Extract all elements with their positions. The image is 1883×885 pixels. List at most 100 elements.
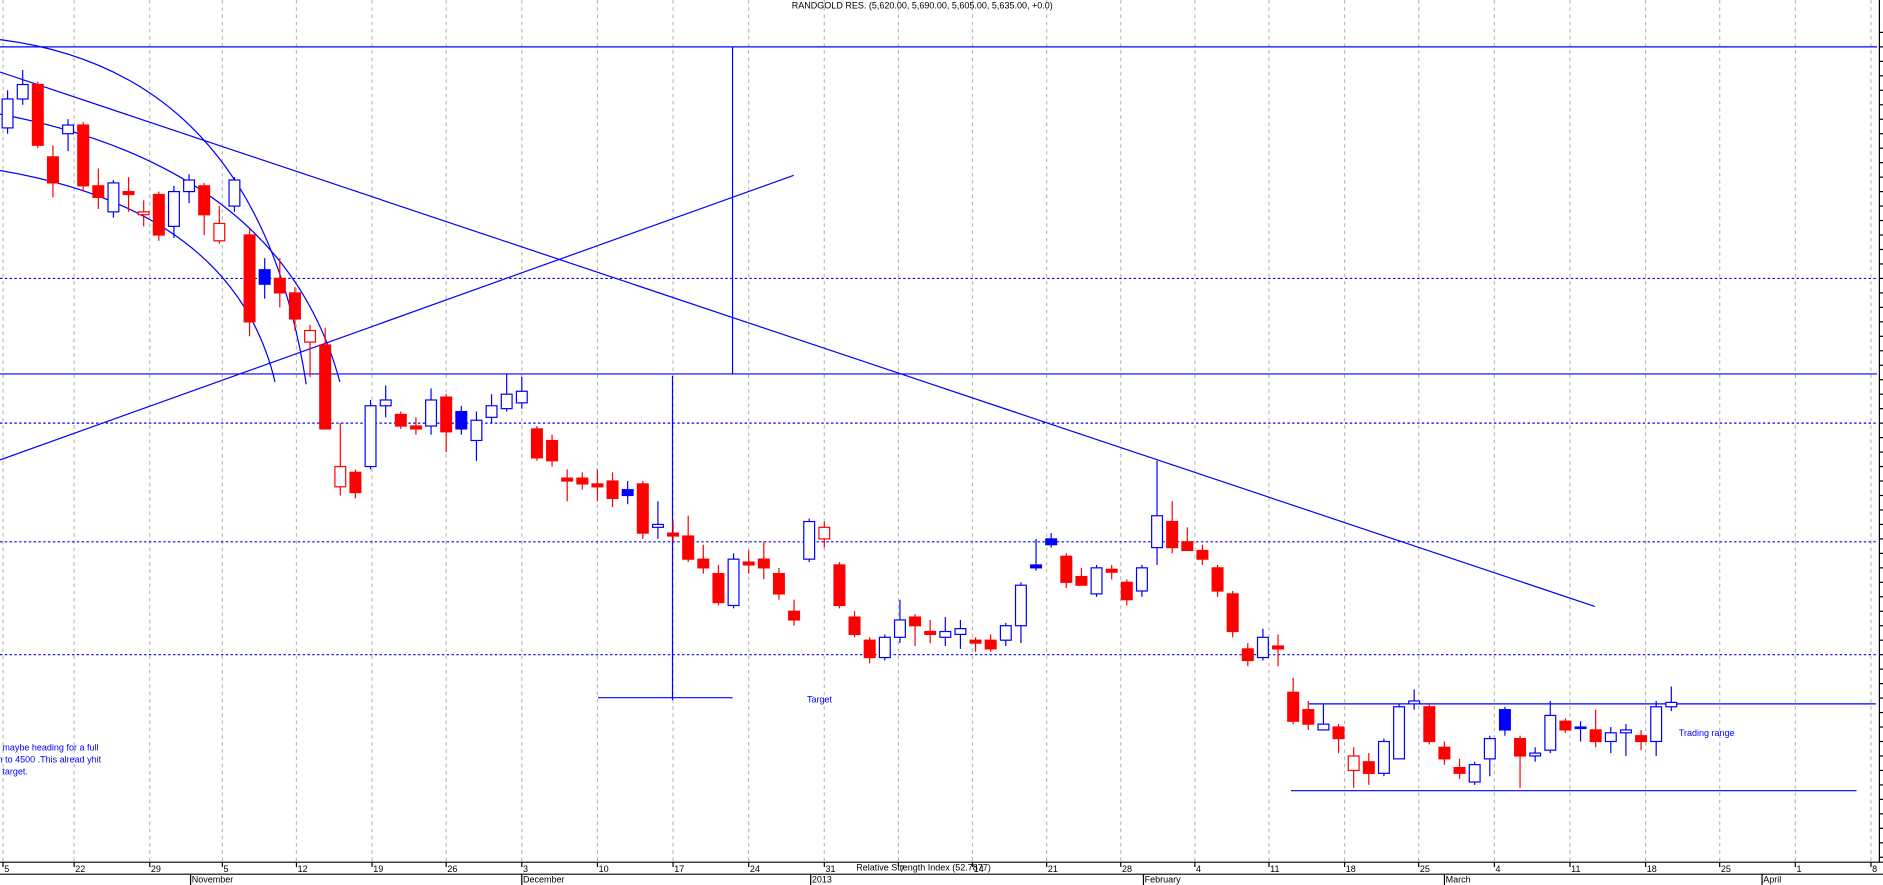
candle-body (243, 234, 256, 323)
x-tick-label: 8 (1872, 864, 1877, 874)
candle-body (1604, 732, 1617, 743)
candle-body (1619, 729, 1632, 734)
candle-body (1408, 700, 1421, 705)
candle-body (213, 222, 226, 242)
candle-body (1514, 738, 1527, 757)
x-tick-label: 31 (826, 864, 836, 874)
candle-body (31, 83, 44, 146)
candle-body (651, 523, 664, 528)
candle-body (62, 124, 75, 135)
candle-body (878, 636, 891, 659)
candle-body (77, 124, 90, 187)
candle-body (969, 639, 982, 644)
candle-body (1, 98, 14, 129)
candle-body (1377, 740, 1390, 774)
month-label: April (1763, 875, 1781, 885)
candle-body (394, 413, 407, 427)
candle-body (1362, 761, 1375, 774)
candle-body (152, 193, 165, 236)
candle-body (379, 399, 392, 407)
trend-line (0, 174, 794, 461)
candle-body (561, 477, 574, 482)
candle-body (409, 425, 422, 430)
candle-body (939, 630, 952, 638)
candle-body (1650, 706, 1663, 743)
candle-body (909, 616, 922, 627)
candle-body (833, 564, 846, 607)
candle-body (1241, 648, 1254, 662)
x-tick-label: 1 (1797, 864, 1802, 874)
candle-body (1030, 564, 1043, 569)
candle-body (1559, 720, 1572, 731)
candle-body (1090, 567, 1103, 595)
candle-body (515, 390, 528, 404)
candle-body (304, 329, 317, 343)
candle-body (636, 483, 649, 534)
candle-body (1226, 593, 1239, 633)
arc (0, 39, 307, 385)
x-tick-label: 7 (900, 864, 905, 874)
x-tick-label: 19 (373, 864, 383, 874)
candle-body (228, 179, 241, 207)
candle-body (1498, 709, 1511, 731)
candle-body (122, 190, 135, 196)
month-label: March (1446, 875, 1471, 885)
candle-body (1287, 691, 1300, 722)
candle-body (1135, 567, 1148, 592)
candle-body (500, 393, 513, 410)
chart-title: RANDGOLD RES. (5,620.00, 5,690.00, 5,605… (792, 0, 1053, 10)
candle-body (1665, 701, 1678, 708)
x-tick-label: 12 (298, 864, 308, 874)
candle-body (924, 630, 937, 636)
annotation: n to 4500 .This alread yhit (0, 754, 102, 764)
x-tick-label: 14 (974, 864, 984, 874)
annotation: Target (807, 694, 833, 704)
x-tick-label: 18 (1346, 864, 1356, 874)
x-tick-label: 21 (1048, 864, 1058, 874)
candle-body (1166, 520, 1179, 549)
candle-body (999, 625, 1012, 641)
candle-body (697, 558, 710, 569)
x-tick-label: 4 (1496, 864, 1501, 874)
x-tick-label: 25 (1721, 864, 1731, 874)
candle-body (1196, 549, 1209, 560)
annotation: Trading range (1679, 728, 1735, 738)
candle-body (1105, 568, 1118, 573)
x-tick-label: 5 (4, 864, 9, 874)
candle-body (546, 439, 559, 462)
candle-body (818, 526, 831, 540)
candle-body (258, 269, 271, 285)
candle-body (1211, 567, 1224, 592)
x-tick-label: 3 (523, 864, 528, 874)
month-label: February (1145, 875, 1182, 885)
candle-body (667, 532, 680, 537)
x-tick-label: 26 (447, 864, 457, 874)
x-tick-label: 10 (599, 864, 609, 874)
candle-body (772, 573, 785, 595)
candle-body (1468, 764, 1481, 783)
candle-body (1483, 738, 1496, 760)
month-label: December (523, 875, 565, 885)
candle-body (1453, 766, 1466, 774)
candle-body (1256, 636, 1269, 659)
x-tick-label: 28 (1122, 864, 1132, 874)
candle-body (273, 277, 286, 294)
candle-body (470, 419, 483, 442)
candle-body (1635, 735, 1648, 743)
candle-body (984, 639, 997, 650)
candle-body (440, 396, 453, 433)
candle-body (1014, 584, 1027, 627)
candle-body (1181, 541, 1194, 552)
x-tick-label: 22 (75, 864, 85, 874)
candle-body (727, 558, 740, 607)
candle-body (334, 465, 347, 488)
candle-body (1347, 755, 1360, 772)
candle-body (954, 628, 967, 636)
candle-body (1544, 714, 1557, 751)
candle-body (1060, 555, 1073, 583)
x-tick-label: 24 (750, 864, 760, 874)
candle-body (46, 156, 59, 184)
x-tick-label: 18 (1647, 864, 1657, 874)
x-tick-label: 17 (674, 864, 684, 874)
